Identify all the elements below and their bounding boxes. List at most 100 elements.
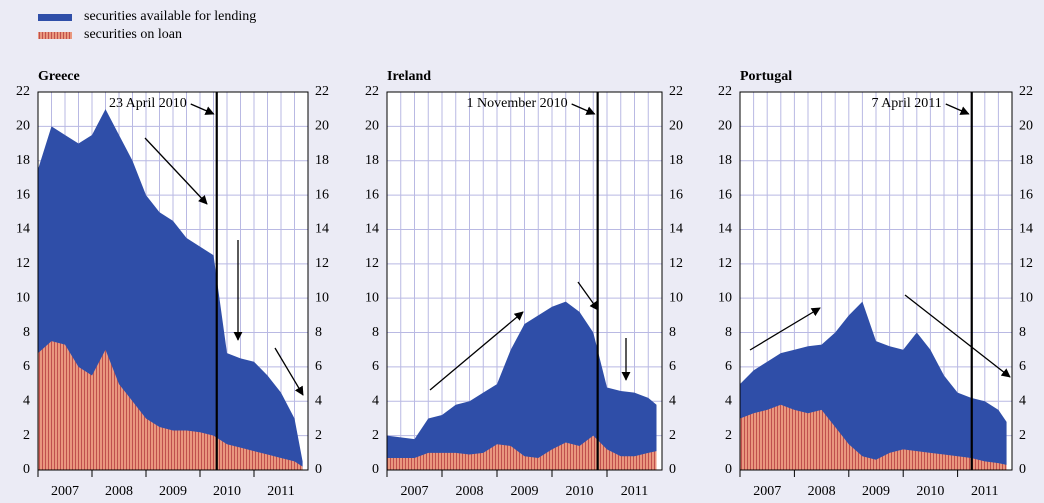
- y-tick-label: 6: [23, 359, 30, 374]
- y-tick-label: 22: [16, 84, 30, 99]
- y2-tick-label: 20: [1019, 119, 1033, 134]
- legend-swatch: [38, 14, 72, 21]
- y2-tick-label: 10: [315, 290, 329, 305]
- y-tick-label: 16: [718, 187, 732, 202]
- plot-frame: [386, 91, 663, 471]
- event-label: 7 April 2011: [871, 96, 941, 111]
- panel-title: Portugal: [740, 69, 792, 84]
- y-tick-label: 2: [725, 428, 732, 443]
- y-tick-label: 14: [718, 222, 732, 237]
- y-tick-label: 20: [718, 119, 732, 134]
- y2-tick-label: 12: [669, 256, 683, 271]
- y2-tick-label: 10: [1019, 290, 1033, 305]
- event-pointer: [945, 103, 970, 115]
- y-tick-label: 8: [372, 325, 379, 340]
- y2-tick-label: 0: [315, 462, 322, 477]
- y2-tick-label: 18: [669, 153, 683, 168]
- y-tick-label: 10: [718, 290, 732, 305]
- plot-frame: [739, 91, 1013, 471]
- y-tick-label: 8: [725, 325, 732, 340]
- arrow: [904, 294, 1011, 378]
- y2-tick-label: 2: [1019, 428, 1026, 443]
- y2-tick-label: 10: [669, 290, 683, 305]
- y-tick-label: 12: [718, 256, 732, 271]
- y2-tick-label: 4: [1019, 393, 1026, 408]
- y2-tick-label: 8: [1019, 325, 1026, 340]
- area: [387, 435, 657, 470]
- y2-tick-label: 8: [315, 325, 322, 340]
- x-tick-label: 2007: [51, 484, 79, 499]
- x-tick-label: 2009: [511, 484, 539, 499]
- y2-tick-label: 16: [315, 187, 329, 202]
- y-tick-label: 18: [365, 153, 379, 168]
- y2-tick-label: 14: [669, 222, 683, 237]
- y2-tick-label: 22: [1019, 84, 1033, 99]
- y-tick-label: 0: [725, 462, 732, 477]
- y-tick-label: 20: [16, 119, 30, 134]
- x-tick-label: 2008: [105, 484, 133, 499]
- y-tick-label: 12: [16, 256, 30, 271]
- y-tick-label: 18: [16, 153, 30, 168]
- legend-swatch: [38, 32, 72, 39]
- y2-tick-label: 4: [315, 393, 322, 408]
- event-pointer: [190, 103, 215, 115]
- y2-tick-label: 16: [669, 187, 683, 202]
- y2-tick-label: 14: [1019, 222, 1033, 237]
- y-tick-label: 6: [725, 359, 732, 374]
- arrow: [429, 311, 524, 391]
- x-tick-label: 2011: [267, 484, 294, 499]
- y-tick-label: 4: [372, 393, 379, 408]
- y2-tick-label: 14: [315, 222, 329, 237]
- y-tick-label: 0: [372, 462, 379, 477]
- x-tick-label: 2010: [566, 484, 594, 499]
- arrow: [144, 137, 208, 205]
- y-tick-label: 20: [365, 119, 379, 134]
- y-tick-label: 4: [23, 393, 30, 408]
- y-tick-label: 4: [725, 393, 732, 408]
- y2-tick-label: 2: [669, 428, 676, 443]
- y2-tick-label: 12: [315, 256, 329, 271]
- x-tick-label: 2007: [401, 484, 429, 499]
- x-tick-label: 2007: [753, 484, 781, 499]
- plot-frame: [37, 91, 309, 471]
- y-tick-label: 0: [23, 462, 30, 477]
- y-tick-label: 12: [365, 256, 379, 271]
- y2-tick-label: 8: [669, 325, 676, 340]
- y-tick-label: 16: [16, 187, 30, 202]
- y2-tick-label: 20: [315, 119, 329, 134]
- area: [38, 341, 303, 470]
- y2-tick-label: 18: [1019, 153, 1033, 168]
- y2-tick-label: 6: [315, 359, 322, 374]
- y2-tick-label: 6: [1019, 359, 1026, 374]
- panel-title: Ireland: [387, 69, 431, 84]
- x-tick-label: 2009: [862, 484, 890, 499]
- y-tick-label: 10: [365, 290, 379, 305]
- y-tick-label: 22: [365, 84, 379, 99]
- y2-tick-label: 6: [669, 359, 676, 374]
- x-tick-label: 2010: [916, 484, 944, 499]
- y2-tick-label: 22: [669, 84, 683, 99]
- y-tick-label: 8: [23, 325, 30, 340]
- y2-tick-label: 12: [1019, 256, 1033, 271]
- y-tick-label: 10: [16, 290, 30, 305]
- y2-tick-label: 16: [1019, 187, 1033, 202]
- y-tick-label: 14: [365, 222, 379, 237]
- x-tick-label: 2010: [213, 484, 241, 499]
- y-tick-label: 16: [365, 187, 379, 202]
- x-tick-label: 2009: [159, 484, 187, 499]
- event-pointer: [571, 103, 596, 115]
- x-tick-label: 2011: [621, 484, 648, 499]
- arrow: [749, 307, 821, 351]
- y-tick-label: 14: [16, 222, 30, 237]
- legend-label: securities on loan: [84, 27, 182, 42]
- y-tick-label: 18: [718, 153, 732, 168]
- y2-tick-label: 20: [669, 119, 683, 134]
- arrow: [577, 281, 599, 311]
- event-label: 23 April 2010: [109, 96, 187, 111]
- y-tick-label: 22: [718, 84, 732, 99]
- y2-tick-label: 4: [669, 393, 676, 408]
- x-tick-label: 2008: [456, 484, 484, 499]
- y2-tick-label: 22: [315, 84, 329, 99]
- area: [740, 404, 1007, 470]
- panel-title: Greece: [38, 69, 80, 84]
